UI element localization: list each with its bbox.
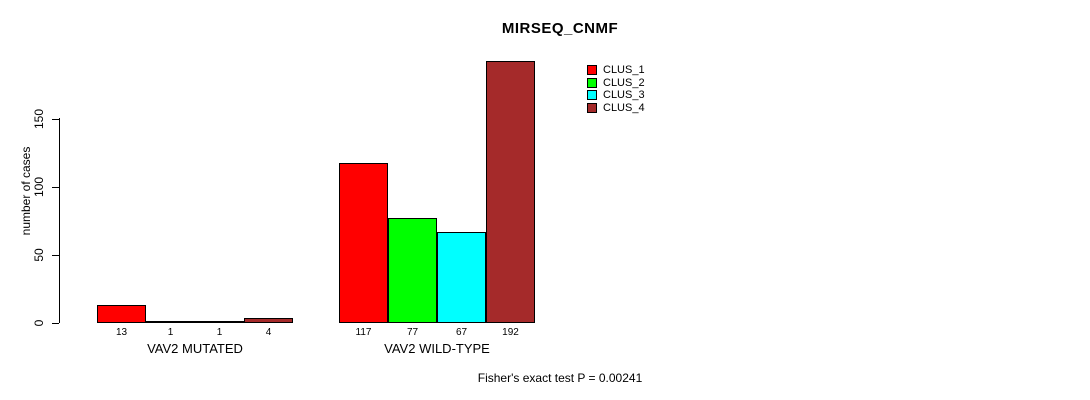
legend-label: CLUS_3 xyxy=(603,89,645,102)
fisher-test-annotation: Fisher's exact test P = 0.00241 xyxy=(477,371,643,385)
bar-clus_3-vav2-wild-type xyxy=(437,232,486,323)
bar-value-label: 4 xyxy=(265,327,272,338)
y-tick-label-0: 0 xyxy=(32,319,46,327)
y-tick-mark-150 xyxy=(52,119,59,120)
bar-clus_4-vav2-mutated xyxy=(244,318,293,323)
legend-label: CLUS_2 xyxy=(603,76,645,89)
y-tick-mark-0 xyxy=(52,323,59,324)
bar-value-label: 192 xyxy=(502,327,519,338)
legend-item-clus_3: CLUS_3 xyxy=(587,89,645,102)
y-tick-label-50: 50 xyxy=(32,248,46,262)
group-label-vav2-mutated: VAV2 MUTATED xyxy=(147,341,243,356)
y-axis-label: number of cases xyxy=(19,146,33,236)
chart-title: MIRSEQ_CNMF xyxy=(501,20,619,37)
y-tick-mark-100 xyxy=(52,187,59,188)
bar-value-label: 1 xyxy=(216,327,223,338)
legend-swatch-clus_1 xyxy=(587,65,597,76)
bar-clus_4-vav2-wild-type xyxy=(486,61,535,323)
legend-swatch-clus_4 xyxy=(587,102,597,113)
legend: CLUS_1 CLUS_2 CLUS_3 CLUS_4 xyxy=(587,64,645,114)
y-axis-line xyxy=(59,118,60,323)
bar-clus_3-vav2-mutated xyxy=(195,321,244,323)
y-tick-label-100: 100 xyxy=(32,176,46,198)
bar-value-label: 67 xyxy=(455,327,468,338)
y-tick-label-150: 150 xyxy=(32,108,46,130)
bar-value-label: 13 xyxy=(115,327,128,338)
bar-value-label: 1 xyxy=(167,327,174,338)
bar-value-label: 77 xyxy=(406,327,419,338)
legend-item-clus_2: CLUS_2 xyxy=(587,77,645,90)
bar-clus_1-vav2-mutated xyxy=(97,305,146,323)
bar-value-label: 117 xyxy=(355,327,372,338)
legend-label: CLUS_4 xyxy=(603,101,645,114)
group-label-vav2-wild-type: VAV2 WILD-TYPE xyxy=(384,341,490,356)
legend-swatch-clus_2 xyxy=(587,77,597,88)
legend-item-clus_4: CLUS_4 xyxy=(587,102,645,115)
bar-clus_2-vav2-mutated xyxy=(146,321,195,323)
legend-label: CLUS_1 xyxy=(603,64,645,77)
legend-item-clus_1: CLUS_1 xyxy=(587,64,645,77)
bar-clus_2-vav2-wild-type xyxy=(388,218,437,323)
bar-clus_1-vav2-wild-type xyxy=(339,163,388,323)
y-tick-mark-50 xyxy=(52,255,59,256)
legend-swatch-clus_3 xyxy=(587,90,597,101)
